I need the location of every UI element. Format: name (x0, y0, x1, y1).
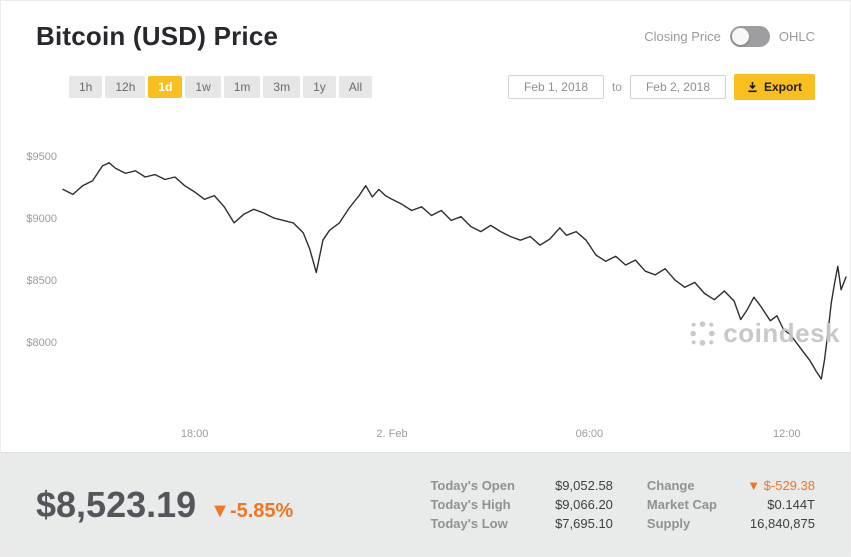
range-button-1y[interactable]: 1y (303, 76, 336, 98)
stat-value-change: ▼ $-529.38 (747, 478, 815, 493)
stats: Today's Open $9,052.58 Today's High $9,0… (430, 478, 815, 531)
price-type-toggle-group: Closing Price OHLC (644, 26, 815, 47)
time-range-buttons: 1h 12h 1d 1w 1m 3m 1y All (69, 76, 373, 98)
header: Bitcoin (USD) Price Closing Price OHLC (1, 1, 850, 52)
toggle-label-ohlc[interactable]: OHLC (778, 29, 815, 44)
range-button-1w[interactable]: 1w (185, 76, 221, 98)
range-button-1h[interactable]: 1h (69, 76, 103, 98)
export-button[interactable]: Export (733, 74, 815, 100)
current-price-block: $8,523.19 ▼-5.85% (36, 484, 293, 526)
price-change-percent: ▼-5.85% (210, 499, 294, 522)
stat-label-supply: Supply (646, 516, 691, 531)
stat-value-supply: 16,840,875 (749, 516, 815, 531)
stat-label-change: Change (646, 478, 695, 493)
svg-text:06:00: 06:00 (576, 428, 604, 440)
stats-group-today: Today's Open $9,052.58 Today's High $9,0… (430, 478, 612, 531)
stat-value-todays-open: $9,052.58 (555, 478, 613, 493)
stat-value-todays-low: $7,695.10 (555, 516, 613, 531)
page-title: Bitcoin (USD) Price (36, 21, 279, 51)
date-range-to-label: to (611, 80, 622, 94)
stat-value-todays-high: $9,066.20 (555, 497, 613, 512)
price-chart: $9500 $9000 $8500 $8000 18:00 2. Feb 06:00 12:0… (1, 110, 850, 450)
toolbar: 1h 12h 1d 1w 1m 3m 1y All to Export (1, 74, 850, 100)
coindesk-watermark-text: coindesk (723, 318, 840, 348)
svg-text:$8000: $8000 (26, 337, 57, 349)
stats-group-market: Change ▼ $-529.38 Market Cap $0.144T Sup… (647, 478, 815, 531)
summary-footer: $8,523.19 ▼-5.85% Today's Open $9,052.58… (1, 452, 850, 556)
range-button-all[interactable]: All (338, 76, 373, 98)
range-button-1m[interactable]: 1m (223, 76, 261, 98)
price-line-chart[interactable]: $9500 $9000 $8500 $8000 18:00 2. Feb 06:00 12:0… (1, 110, 851, 450)
stat-label-todays-high: Today's High (430, 497, 511, 512)
svg-text:2. Feb: 2. Feb (376, 428, 407, 440)
stat-label-todays-open: Today's Open (430, 478, 515, 493)
date-from-input[interactable] (507, 75, 604, 99)
stat-label-todays-low: Today's Low (430, 516, 508, 531)
coindesk-logo-icon (689, 320, 716, 347)
date-to-input[interactable] (629, 75, 726, 99)
svg-text:18:00: 18:00 (181, 428, 209, 440)
range-button-1d[interactable]: 1d (148, 76, 183, 98)
toggle-knob (731, 28, 749, 45)
toggle-label-closing-price[interactable]: Closing Price (644, 29, 721, 44)
download-icon (747, 81, 758, 93)
svg-text:$9500: $9500 (26, 151, 57, 163)
export-button-label: Export (763, 80, 802, 94)
svg-text:12:00: 12:00 (773, 428, 801, 440)
price-type-toggle[interactable] (729, 26, 770, 47)
range-button-3m[interactable]: 3m (263, 76, 301, 98)
current-price: $8,523.19 (36, 483, 197, 525)
range-button-12h[interactable]: 12h (105, 76, 146, 98)
svg-text:$9000: $9000 (26, 213, 57, 225)
svg-text:$8500: $8500 (26, 275, 57, 287)
coindesk-watermark: coindesk (689, 318, 840, 349)
stat-value-market-cap: $0.144T (767, 497, 815, 512)
stat-label-market-cap: Market Cap (646, 497, 717, 512)
date-range-controls: to Export (507, 74, 815, 100)
